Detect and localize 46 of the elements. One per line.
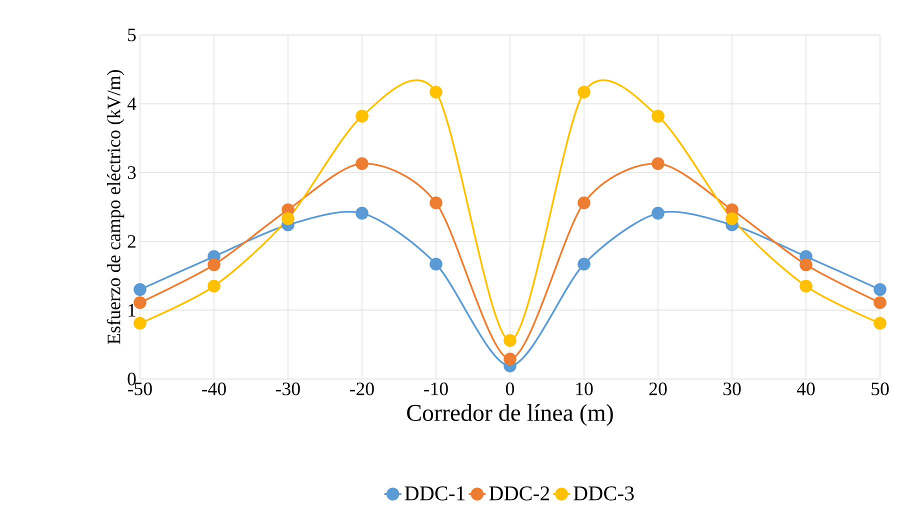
- point: [652, 206, 664, 220]
- point: [134, 283, 146, 296]
- x-tick-label: 30: [723, 382, 741, 396]
- x-tick-label: -30: [276, 382, 300, 396]
- point: [874, 283, 886, 296]
- legend-label: DDC-1: [404, 486, 465, 500]
- point: [800, 258, 812, 272]
- x-axis-title: Corredor de línea (m): [407, 404, 613, 426]
- x-tick-label: 0: [506, 382, 514, 396]
- point: [430, 196, 442, 210]
- point: [208, 280, 220, 293]
- point: [134, 316, 146, 330]
- point: [504, 334, 516, 347]
- point: [726, 212, 738, 226]
- point: [356, 110, 368, 123]
- point: [652, 110, 664, 123]
- point: [134, 296, 146, 310]
- legend-label: DDC-2: [489, 486, 550, 500]
- point: [430, 86, 442, 99]
- y-tick-label: 3: [128, 166, 136, 179]
- point: [874, 296, 886, 310]
- point: [578, 196, 590, 210]
- y-axis-title: Esfuerzo de campo eléctrico (kV/m): [106, 70, 124, 344]
- point: [356, 206, 368, 220]
- point: [800, 280, 812, 293]
- legend-label: DDC-3: [574, 486, 634, 500]
- x-tick-label: -10: [424, 382, 448, 396]
- point: [874, 316, 886, 330]
- point: [578, 86, 590, 99]
- x-tick-label: 50: [872, 382, 889, 396]
- y-tick-label: 5: [128, 28, 136, 42]
- point: [652, 157, 664, 170]
- x-tick-label: -20: [350, 382, 374, 396]
- x-tick-label: 10: [576, 382, 593, 396]
- y-tick-label: 1: [128, 304, 136, 316]
- point: [430, 258, 442, 271]
- point: [282, 212, 294, 226]
- point: [356, 157, 368, 170]
- point: [504, 352, 516, 366]
- y-tick-label: 4: [127, 98, 136, 110]
- y-tick-label: 2: [128, 235, 136, 248]
- x-tick-label: 20: [649, 382, 667, 396]
- x-tick-label: 40: [796, 382, 815, 396]
- x-tick-label: -40: [202, 382, 226, 396]
- point: [578, 258, 590, 271]
- point: [208, 258, 220, 272]
